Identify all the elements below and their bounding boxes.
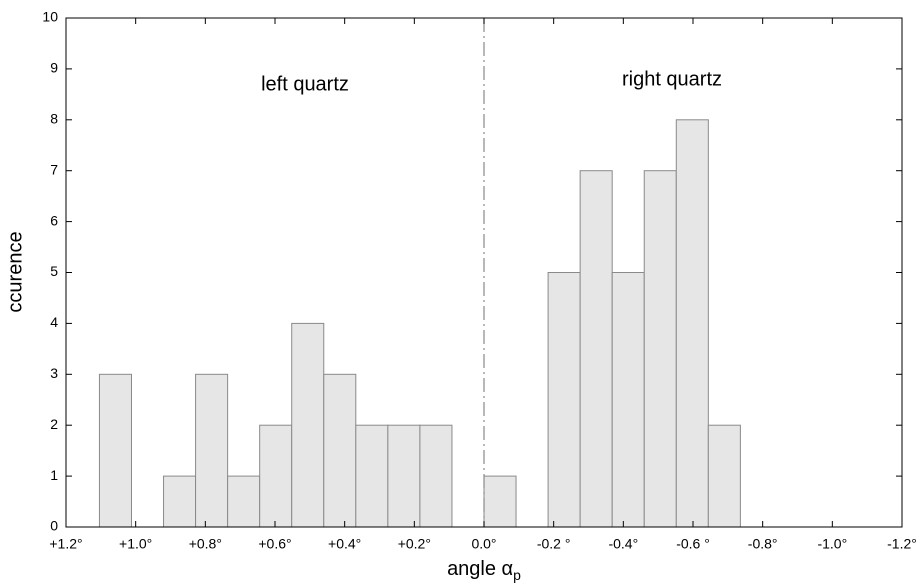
bar <box>483 475 517 528</box>
x-axis-label: angle αp <box>447 558 521 582</box>
x-tick-label: -1.2° <box>887 536 917 552</box>
bar <box>323 373 357 528</box>
annotation: right quartz <box>622 68 722 90</box>
bar <box>579 170 613 528</box>
x-tick-label: 0.0° <box>471 536 496 552</box>
bar <box>547 272 581 528</box>
bar <box>259 424 293 528</box>
bar <box>355 424 389 528</box>
x-tick-label: -1.0° <box>817 536 847 552</box>
x-tick-label: -0.4° <box>608 536 638 552</box>
x-tick-label: +1.0° <box>119 536 152 552</box>
x-tick-label: -0.8° <box>748 536 778 552</box>
y-tick-label: 6 <box>50 212 58 228</box>
bar <box>675 119 709 528</box>
annotation: left quartz <box>261 73 349 95</box>
bar <box>163 475 197 528</box>
bar <box>291 322 325 528</box>
x-tick-label: +1.2° <box>49 536 82 552</box>
y-tick-label: 4 <box>50 314 58 330</box>
x-axis-label-main: angle α <box>447 558 513 580</box>
y-tick-label: 8 <box>50 111 58 127</box>
bar <box>707 424 741 528</box>
x-tick-label: +0.4° <box>328 536 361 552</box>
y-tick-label: 5 <box>50 263 58 279</box>
x-tick-label: +0.8° <box>189 536 222 552</box>
x-tick-label: -0.6 ° <box>676 536 710 552</box>
x-tick-label: +0.6° <box>258 536 291 552</box>
bar <box>643 170 677 528</box>
y-tick-label: 2 <box>50 416 58 432</box>
y-tick-label: 0 <box>50 518 58 534</box>
y-tick-label: 7 <box>50 161 58 177</box>
y-tick-label: 3 <box>50 365 58 381</box>
bar <box>387 424 421 528</box>
x-axis-label-sub: p <box>513 567 521 583</box>
bar <box>227 475 261 528</box>
x-tick-label: -0.2 ° <box>537 536 571 552</box>
y-axis-label: ccurence <box>4 231 26 312</box>
bar <box>419 424 453 528</box>
bar <box>98 373 132 528</box>
y-tick-label: 10 <box>42 9 58 25</box>
x-tick-label: +0.2° <box>398 536 431 552</box>
y-tick-label: 9 <box>50 60 58 76</box>
y-tick-label: 1 <box>50 467 58 483</box>
bar <box>611 272 645 528</box>
bar <box>195 373 229 528</box>
